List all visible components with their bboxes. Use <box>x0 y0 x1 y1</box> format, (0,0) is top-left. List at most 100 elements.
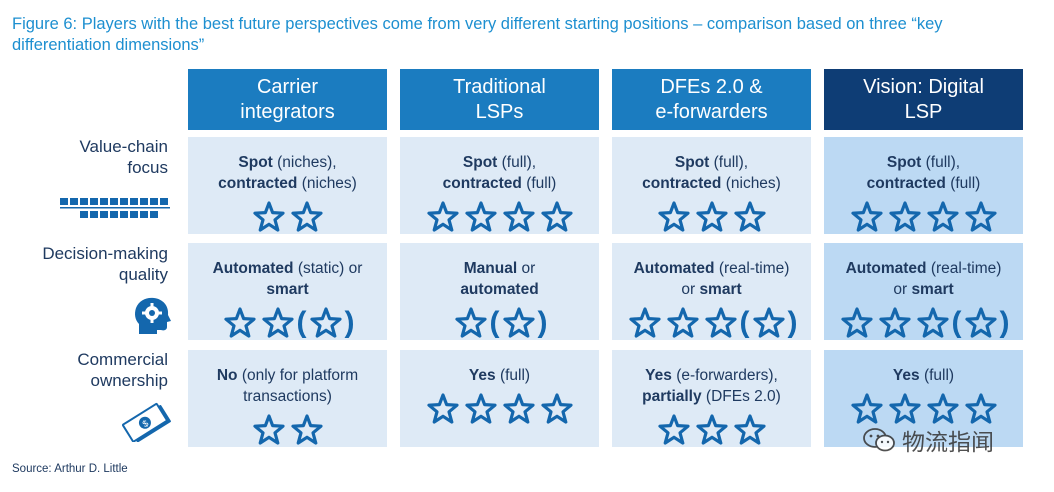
cell-text-line: Yes (full) <box>824 365 1023 386</box>
cell-text-line: contracted (full) <box>824 173 1023 194</box>
star-icon <box>540 200 573 232</box>
svg-text:$: $ <box>141 418 151 429</box>
star-icon <box>964 306 997 338</box>
star-rating <box>250 412 326 447</box>
table-cell: Spot (full), contracted (niches) <box>612 137 811 234</box>
star-icon <box>290 200 323 232</box>
optional-star: () <box>490 306 548 340</box>
cell-text-line: Automated (real-time) <box>612 258 811 279</box>
star-icon <box>752 306 785 338</box>
cell-text-line: partially (DFEs 2.0) <box>612 386 811 407</box>
cell-keyword: No <box>216 367 238 384</box>
cell-text: Spot (full), contracted (full) <box>824 152 1023 194</box>
star-icon <box>454 306 487 338</box>
star-rating: () <box>838 305 1010 340</box>
cell-text: Manual or automated <box>400 258 599 300</box>
row-label: Commercial ownership <box>77 350 168 390</box>
table-cell: Yes (full) <box>824 350 1023 447</box>
table-cell: Spot (full), contracted (full) <box>400 137 599 234</box>
cell-keyword: Manual <box>463 260 518 277</box>
star-icon <box>888 200 921 232</box>
star-icon <box>926 200 959 232</box>
cell-text-line: Spot (niches), <box>188 152 387 173</box>
star-icon <box>695 200 728 232</box>
cell-keyword: Spot <box>462 154 498 171</box>
star-rating <box>848 199 1000 234</box>
star-icon <box>309 306 342 338</box>
cell-keyword: contracted <box>642 175 722 192</box>
cell-keyword: Automated <box>845 260 927 277</box>
cell-keyword: Yes <box>645 367 672 384</box>
table-cell: No (only for platform transactions) <box>188 350 387 447</box>
cell-qualifier: (full), <box>921 154 961 171</box>
optional-star: () <box>297 306 355 340</box>
cell-qualifier: or <box>517 260 536 277</box>
cell-keyword: Yes <box>892 367 920 384</box>
cell-text: Yes (full) <box>824 365 1023 386</box>
cell-text-line: or smart <box>612 279 811 300</box>
paren-open: ( <box>739 305 750 339</box>
cell-text-line: Manual or <box>400 258 599 279</box>
cell-keyword: smart <box>266 281 309 298</box>
cell-keyword: Spot <box>674 154 710 171</box>
star-rating <box>424 199 576 234</box>
paren-open: ( <box>951 305 962 339</box>
star-icon <box>290 413 323 445</box>
star-icon <box>502 393 535 424</box>
cell-keyword: Spot <box>886 154 922 171</box>
star-icon <box>666 306 699 338</box>
column-header: Vision: Digital LSP <box>824 69 1023 130</box>
cell-keyword: Yes <box>468 367 496 384</box>
star-icon <box>223 306 256 338</box>
cell-qualifier: (full) <box>945 175 981 192</box>
cell-keyword: automated <box>460 281 539 298</box>
star-icon <box>916 306 949 338</box>
star-rating <box>250 199 326 234</box>
star-icon <box>850 200 883 232</box>
cell-text-line: Automated (real-time) <box>824 258 1023 279</box>
table-cell: Spot (full), contracted (full) <box>824 137 1023 234</box>
cell-keyword: contracted <box>442 175 522 192</box>
head-gear-icon <box>133 296 171 341</box>
cell-text-line: Yes (e-forwarders), <box>612 365 811 386</box>
star-icon <box>252 200 285 232</box>
table-cell: Manual or automated () <box>400 243 599 340</box>
star-rating: () <box>452 305 548 340</box>
cell-qualifier: (real-time) <box>926 260 1002 277</box>
cell-text-line: Spot (full), <box>400 152 599 173</box>
cell-qualifier: or <box>893 281 912 298</box>
table-cell: Spot (niches), contracted (niches) <box>188 137 387 234</box>
cell-text: Spot (full), contracted (niches) <box>612 152 811 194</box>
paren-close: ) <box>537 305 548 339</box>
star-icon <box>540 393 573 424</box>
wechat-icon <box>863 428 895 452</box>
cell-qualifier: transactions) <box>243 388 332 405</box>
banknote-icon: $ <box>122 402 174 447</box>
star-icon <box>657 413 690 445</box>
star-icon <box>426 393 459 424</box>
star-icon <box>464 200 497 232</box>
table-cell: Automated (real-time) or smart() <box>612 243 811 340</box>
star-rating <box>655 412 769 447</box>
star-icon <box>926 393 959 424</box>
cell-text-line: smart <box>188 279 387 300</box>
paren-open: ( <box>489 305 500 339</box>
star-icon <box>695 413 728 445</box>
star-icon <box>252 413 285 445</box>
cell-qualifier: (real-time) <box>714 260 790 277</box>
star-icon <box>628 306 661 338</box>
paren-close: ) <box>344 305 355 339</box>
optional-star: () <box>952 306 1010 340</box>
star-icon <box>502 200 535 232</box>
cell-text-line: contracted (full) <box>400 173 599 194</box>
star-icon <box>888 393 921 424</box>
value-chain-bars-icon <box>60 197 172 226</box>
star-rating <box>424 391 576 427</box>
star-icon <box>878 306 911 338</box>
cell-keyword: Automated <box>212 260 294 277</box>
cell-qualifier: (static) or <box>293 260 363 277</box>
cell-text-line: automated <box>400 279 599 300</box>
star-icon <box>964 393 997 424</box>
table-cell: Automated (real-time) or smart() <box>824 243 1023 340</box>
cell-qualifier: (DFEs 2.0) <box>701 388 781 405</box>
